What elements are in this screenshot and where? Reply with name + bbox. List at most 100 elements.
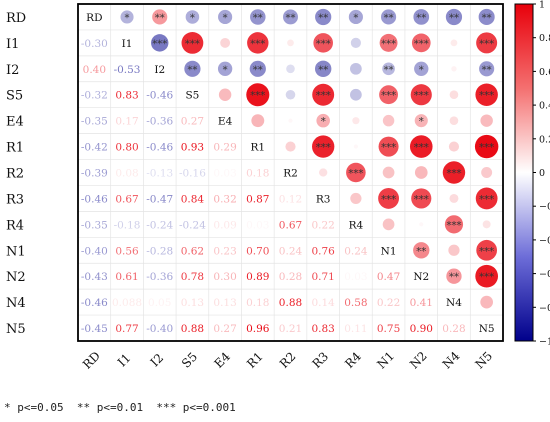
coefficient-label: 0.22: [377, 297, 400, 309]
significance-mark: ***: [381, 143, 396, 154]
correlation-circle: [449, 193, 459, 203]
coefficient-label: 0.67: [279, 219, 302, 231]
coefficient-label: 0.05: [148, 297, 171, 309]
significance-mark: *: [223, 13, 228, 24]
coefficient-label: 0.24: [279, 245, 303, 257]
correlation-circle: [346, 162, 366, 183]
coefficient-label: -0.18: [114, 219, 141, 231]
significance-mark: ***: [381, 39, 396, 50]
correlation-circle: [315, 8, 332, 26]
colorbar-tick-label: −0.4: [539, 235, 550, 246]
y-tick-label: I2: [6, 63, 19, 78]
x-tick-label: N1: [374, 349, 397, 372]
correlation-circle: [378, 136, 399, 157]
correlation-circle: [410, 84, 432, 106]
correlation-circle: [411, 33, 431, 53]
correlation-circle: [409, 135, 433, 158]
diagonal-label: N2: [413, 271, 429, 283]
diagonal-label: R3: [316, 193, 331, 205]
coefficient-label: 0.87: [246, 193, 269, 205]
coefficient-label: -0.28: [146, 245, 173, 257]
significance-mark: ***: [316, 91, 331, 102]
correlation-circle: [251, 114, 265, 128]
correlation-circle: [217, 61, 233, 76]
x-tick-label: N2: [407, 349, 430, 372]
x-tick-labels: RD I1 I2 S5 E4 R1 R2 R3 R4 N1 N2 N4 N5: [80, 349, 495, 372]
correlation-circle: [181, 31, 204, 54]
coefficient-label: 0.41: [410, 297, 433, 309]
colorbar-tick-label: 0.4: [539, 101, 550, 112]
correlation-circle: [184, 60, 201, 77]
correlation-circle: [449, 116, 459, 125]
coefficient-label: 0.96: [246, 323, 270, 335]
significance-mark: **: [416, 13, 426, 24]
y-tick-label: N4: [6, 296, 26, 311]
coefficient-label: 0.32: [213, 193, 236, 205]
coefficient-label: 0.088: [112, 297, 142, 309]
significance-mark: ***: [479, 39, 494, 50]
diagonal-label: S5: [185, 90, 199, 102]
diagonal-label: I2: [154, 64, 165, 76]
coefficient-label: 0.61: [115, 271, 138, 283]
correlation-circle: [413, 9, 430, 25]
significance-mark: *: [419, 65, 424, 76]
x-tick-label: R1: [244, 349, 266, 371]
coefficient-label: -0.45: [81, 323, 108, 335]
correlation-circle: [246, 83, 270, 107]
correlation-circle: [476, 239, 498, 261]
correlation-circle: [218, 9, 233, 25]
coefficient-label: 0.23: [213, 245, 236, 257]
coefficient-label: 0.88: [279, 297, 302, 309]
significance-mark: **: [286, 13, 296, 24]
colorbar-tick-label: 1: [539, 0, 545, 11]
correlation-circle: [382, 166, 395, 179]
correlation-circle: [250, 9, 266, 25]
coefficient-label: -0.39: [81, 168, 108, 180]
coefficient-label: 0.27: [181, 116, 204, 128]
x-tick-label: I2: [148, 351, 167, 370]
diagonal-label: R4: [349, 219, 364, 231]
coefficient-label: 0.22: [311, 219, 334, 231]
coefficient-label: 0.83: [115, 90, 138, 102]
coefficient-label: -0.16: [179, 168, 206, 180]
y-tick-label: N1: [6, 244, 26, 259]
diagonal-label: I1: [122, 38, 133, 50]
significance-mark: ***: [152, 39, 167, 50]
correlation-circle: [475, 264, 499, 288]
significance-mark: ***: [414, 143, 429, 154]
significance-mark: **: [384, 65, 394, 76]
correlation-circle: [414, 166, 428, 179]
correlation-circle: [286, 64, 295, 74]
significance-mark: ***: [381, 194, 396, 205]
coefficient-label: 0.13: [181, 297, 204, 309]
correlation-circle: [152, 9, 168, 25]
correlation-circle: [413, 242, 430, 259]
correlation-circle: [314, 60, 332, 78]
colorbar-tick-label: 0.8: [539, 33, 550, 44]
correlation-circle: [313, 33, 333, 53]
correlation-circle: [350, 88, 362, 101]
significance-mark: **: [318, 13, 328, 24]
correlation-circle: [151, 34, 169, 52]
coefficient-label: 0.28: [442, 323, 465, 335]
coefficient-label: 0.47: [377, 271, 400, 283]
x-tick-label: E4: [212, 349, 234, 371]
x-tick-label: I1: [115, 351, 134, 370]
coefficient-label: -0.40: [81, 245, 108, 257]
significance-mark: **: [449, 272, 459, 283]
coefficient-label: 0.78: [181, 271, 204, 283]
significance-mark: **: [384, 13, 394, 24]
coefficient-label: -0.46: [146, 90, 173, 102]
coefficient-label: 0.80: [115, 142, 138, 154]
y-tick-label: R1: [6, 141, 24, 156]
significance-mark: *: [353, 13, 358, 24]
correlation-circle: [378, 187, 400, 209]
coefficient-label: 0.58: [344, 297, 367, 309]
coefficient-label: 0.17: [115, 116, 138, 128]
significance-mark: ***: [185, 39, 200, 50]
significance-mark: **: [187, 65, 197, 76]
coefficient-label: 0.03: [213, 168, 236, 180]
correlation-circle: [480, 114, 493, 127]
diagonal-label: R2: [283, 168, 298, 180]
coefficient-label: 0.77: [115, 323, 138, 335]
